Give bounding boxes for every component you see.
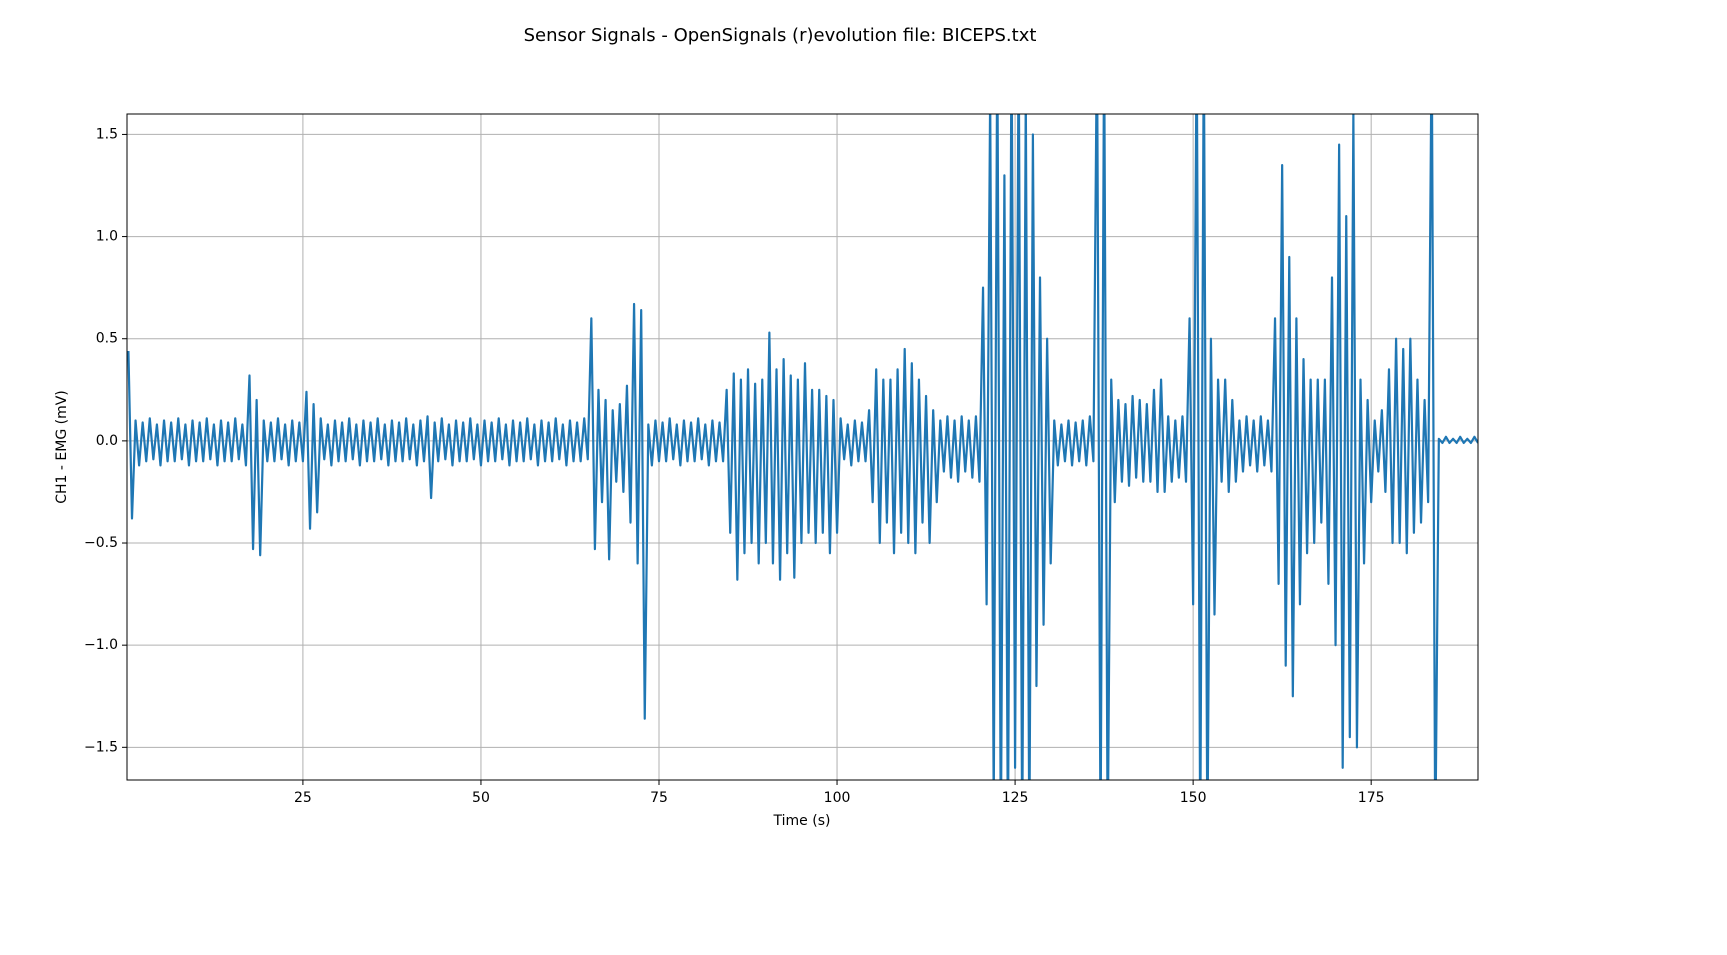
tick-layer: 25 50 75 100 125 150 175 −1.5 −1.0 −0.5 0.0 0.5 1.0 1… [84,126,1385,806]
signal-line [127,114,1478,780]
plot-area [127,114,1478,780]
y-tick-label: −1.0 [84,637,118,653]
chart-title: Sensor Signals - OpenSignals (r)evolutio… [524,25,1037,46]
x-tick-label: 75 [650,790,668,806]
x-tick-label: 150 [1180,790,1207,806]
y-tick-label: −0.5 [84,535,118,551]
y-tick-label: 0.0 [96,433,118,449]
x-tick-label: 25 [294,790,312,806]
y-tick-label: 0.5 [96,331,118,347]
x-tick-label: 100 [824,790,851,806]
y-tick-label: 1.0 [96,229,118,245]
y-tick-label: 1.5 [96,126,118,142]
x-tick-label: 125 [1002,790,1029,806]
axes-frame [126,113,1479,781]
y-tick-label: −1.5 [84,739,118,755]
y-axis-label: CH1 - EMG (mV) [54,390,70,504]
x-tick-label: 50 [472,790,490,806]
x-axis-label: Time (s) [773,813,831,829]
x-tick-label: 175 [1358,790,1385,806]
